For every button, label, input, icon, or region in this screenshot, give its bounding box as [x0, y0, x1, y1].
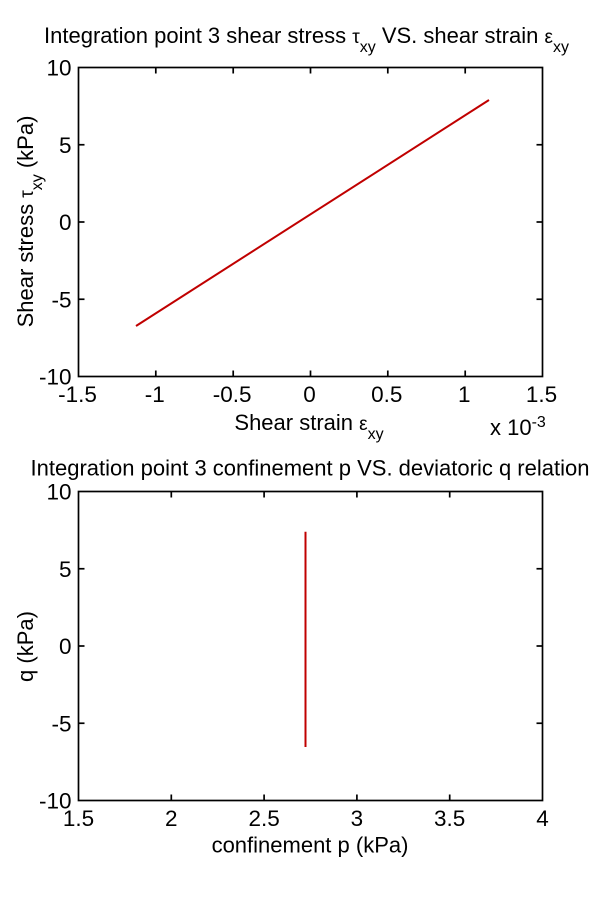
svg-text:1.5: 1.5	[63, 806, 94, 831]
svg-text:-1.5: -1.5	[58, 382, 97, 407]
svg-text:q (kPa): q (kPa)	[13, 611, 38, 682]
svg-text:-5: -5	[51, 287, 71, 312]
svg-text:10: 10	[46, 56, 71, 81]
svg-text:3.5: 3.5	[434, 806, 465, 831]
svg-text:0: 0	[59, 634, 72, 659]
svg-text:-1: -1	[145, 382, 165, 407]
svg-text:-5: -5	[51, 711, 71, 736]
svg-text:2: 2	[165, 806, 178, 831]
svg-text:5: 5	[59, 557, 72, 582]
svg-text:2.5: 2.5	[248, 806, 279, 831]
svg-text:3: 3	[351, 806, 364, 831]
svg-text:5: 5	[59, 133, 72, 158]
svg-text:0: 0	[59, 210, 72, 235]
svg-text:-10: -10	[39, 789, 72, 814]
svg-text:confinement p (kPa): confinement p (kPa)	[212, 833, 409, 858]
svg-text:1.5: 1.5	[526, 382, 557, 407]
svg-text:Integration point 3 confinemen: Integration point 3 confinement p VS. de…	[31, 456, 590, 481]
svg-text:0.5: 0.5	[371, 382, 402, 407]
svg-text:0: 0	[303, 382, 316, 407]
svg-text:1: 1	[458, 382, 471, 407]
svg-text:4: 4	[536, 806, 549, 831]
svg-text:-0.5: -0.5	[213, 382, 252, 407]
svg-text:10: 10	[46, 480, 71, 505]
svg-text:-10: -10	[39, 365, 72, 390]
